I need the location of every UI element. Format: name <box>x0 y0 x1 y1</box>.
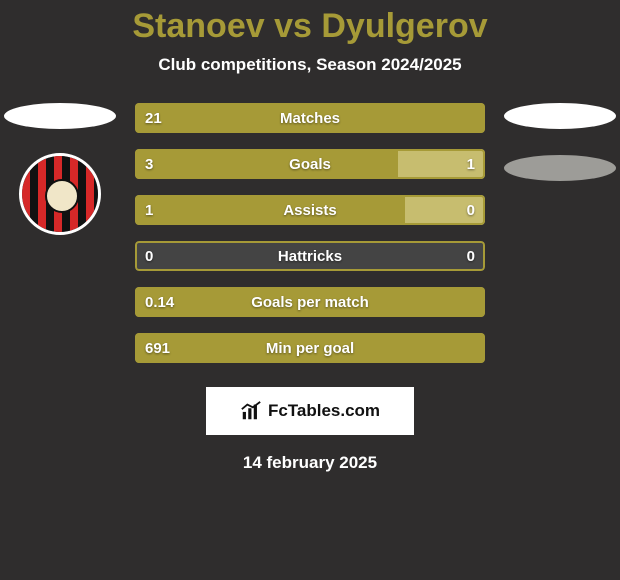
stat-label: Min per goal <box>135 340 485 357</box>
club-logo-left <box>19 153 101 235</box>
stat-row: 0.14Goals per match <box>135 287 485 317</box>
branding-text: FcTables.com <box>268 401 380 421</box>
stat-label: Goals <box>135 156 485 173</box>
stat-label: Assists <box>135 202 485 219</box>
player-right-placeholder <box>504 103 616 129</box>
stat-row: 691Min per goal <box>135 333 485 363</box>
comparison-card: Stanoev vs Dyulgerov Club competitions, … <box>0 0 620 580</box>
stat-label: Matches <box>135 110 485 127</box>
club-logo-right-placeholder <box>504 155 616 181</box>
stat-label: Goals per match <box>135 294 485 311</box>
stat-row: 31Goals <box>135 149 485 179</box>
subtitle: Club competitions, Season 2024/2025 <box>0 55 620 75</box>
content-area: 21Matches 31Goals 10Assists 00Hattricks 0.14… <box>0 103 620 473</box>
stat-row: 21Matches <box>135 103 485 133</box>
player-left-placeholder <box>4 103 116 129</box>
snapshot-date: 14 february 2025 <box>0 453 620 473</box>
right-player-column <box>500 103 620 181</box>
stat-row: 00Hattricks <box>135 241 485 271</box>
branding-badge: FcTables.com <box>206 387 414 435</box>
stat-label: Hattricks <box>135 248 485 265</box>
left-player-column <box>0 103 120 235</box>
page-title: Stanoev vs Dyulgerov <box>0 0 620 45</box>
chart-icon <box>240 400 262 422</box>
stat-bars: 21Matches 31Goals 10Assists 00Hattricks 0.14… <box>135 103 485 363</box>
stat-row: 10Assists <box>135 195 485 225</box>
